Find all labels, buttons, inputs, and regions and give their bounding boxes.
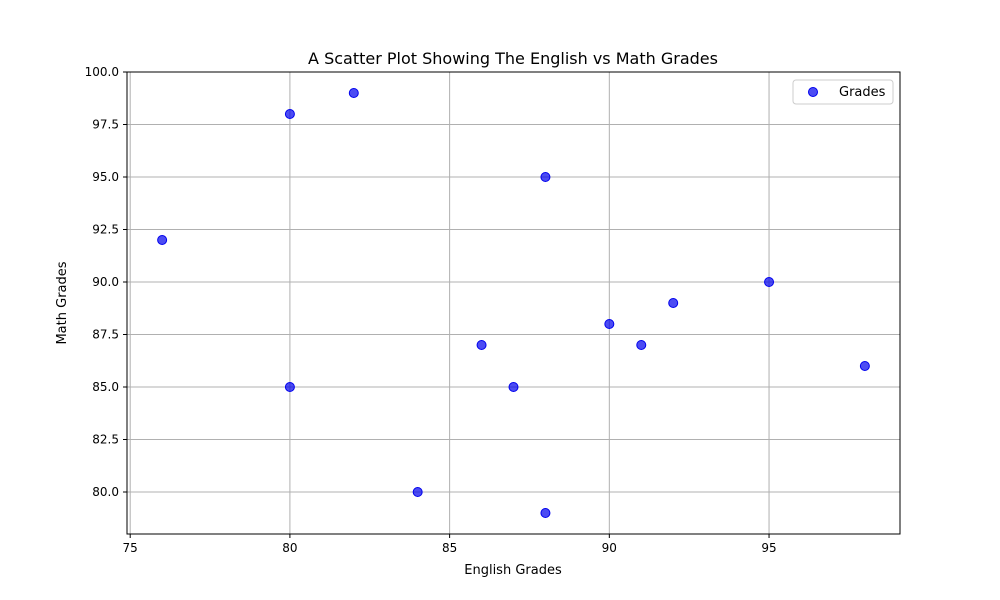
- chart-title: A Scatter Plot Showing The English vs Ma…: [308, 49, 718, 68]
- x-axis-label: English Grades: [464, 563, 562, 578]
- x-tick-label: 75: [123, 541, 138, 555]
- data-point: [284, 109, 295, 119]
- data-point: [540, 508, 551, 518]
- data-point: [284, 382, 295, 392]
- x-tick-label: 80: [282, 541, 297, 555]
- data-point: [412, 487, 423, 497]
- data-point: [604, 319, 615, 329]
- legend-box: [792, 79, 894, 105]
- data-point: [508, 382, 519, 392]
- data-points: [157, 88, 870, 518]
- y-tick-label: 92.5: [92, 223, 119, 237]
- data-point: [476, 340, 487, 350]
- y-tick-label: 82.5: [92, 433, 119, 447]
- legend-marker: [808, 87, 818, 97]
- y-tick-label: 87.5: [92, 328, 119, 342]
- x-tick-label: 90: [602, 541, 617, 555]
- y-tick-label: 100.0: [85, 65, 119, 79]
- data-point: [764, 277, 775, 287]
- data-point: [540, 172, 551, 182]
- x-tick-label: 95: [761, 541, 776, 555]
- x-tick-label: 85: [442, 541, 457, 555]
- data-point: [859, 361, 870, 371]
- data-point: [157, 235, 168, 245]
- y-tick-label: 80.0: [92, 485, 119, 499]
- y-tick-label: 90.0: [92, 275, 119, 289]
- data-point: [348, 88, 359, 98]
- data-point: [636, 340, 647, 350]
- y-tick-label: 85.0: [92, 380, 119, 394]
- legend-label: Grades: [839, 85, 886, 100]
- plot-frame: [126, 71, 901, 535]
- y-tick-label: 95.0: [92, 170, 119, 184]
- y-axis-label: Math Grades: [55, 261, 70, 344]
- y-tick-label: 97.5: [92, 118, 119, 132]
- data-point: [668, 298, 679, 308]
- axis-ticks: 75 80 85 90 95 80.0 82.5 85.0 87.5 90.0 92.5 95.0 97…: [85, 65, 777, 555]
- legend: Grades: [792, 79, 894, 105]
